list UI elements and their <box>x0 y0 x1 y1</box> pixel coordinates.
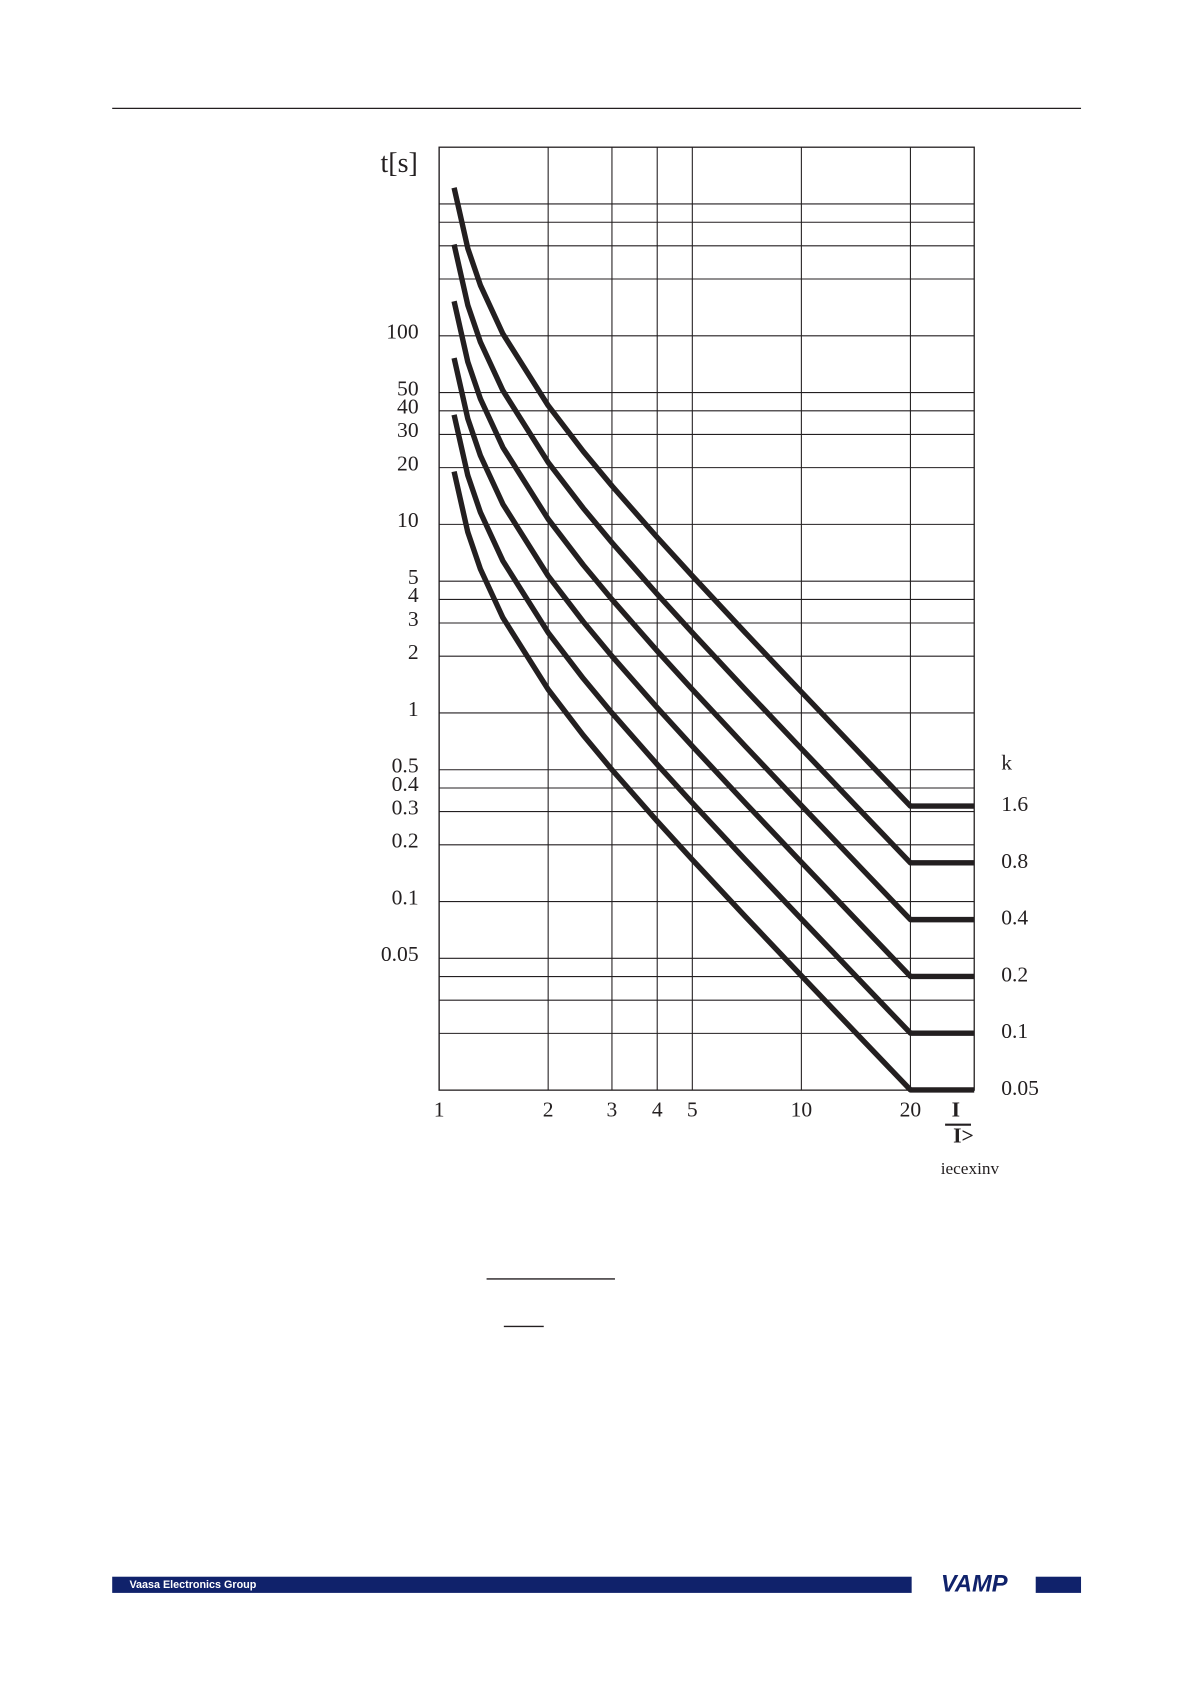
x-tick-label: 2 <box>543 1098 554 1122</box>
curve <box>451 357 975 980</box>
y-tick-label: 0.1 <box>392 885 419 909</box>
y-tick-label: 0.3 <box>392 795 419 819</box>
x-tick-label: 3 <box>607 1098 618 1122</box>
plot-frame <box>438 146 975 1091</box>
figure-label: iecexinv <box>941 1159 1000 1178</box>
y-axis-label: t[s] <box>380 148 417 179</box>
x-tick-label: 10 <box>791 1098 813 1122</box>
footer-bar <box>112 1576 912 1593</box>
y-tick-label: 0.4 <box>392 772 419 796</box>
x-axis-label-numerator: I <box>952 1098 960 1122</box>
y-tick-label: 40 <box>397 395 419 419</box>
y-tick-label: 50 <box>397 376 419 400</box>
legend-label: 0.8 <box>1001 849 1028 873</box>
x-tick-label: 5 <box>687 1098 698 1122</box>
x-tick-label: 1 <box>434 1098 445 1122</box>
legend-title: k <box>1001 750 1012 774</box>
curve <box>451 243 975 866</box>
y-tick-label: 5 <box>408 565 419 589</box>
legend-label: 0.4 <box>1001 906 1028 930</box>
y-tick-label: 3 <box>408 607 419 631</box>
footer-block <box>1035 1576 1082 1593</box>
legend-label: 0.05 <box>1001 1076 1039 1100</box>
y-tick-label: 1 <box>408 697 419 721</box>
curve <box>451 470 975 1093</box>
footer-logo: VAMP <box>941 1572 1008 1598</box>
curve <box>451 300 975 923</box>
y-tick-label: 4 <box>408 583 419 607</box>
x-tick-label: 4 <box>652 1098 663 1122</box>
curve <box>451 187 975 809</box>
legend-label: 0.2 <box>1001 962 1028 986</box>
y-tick-label: 0.2 <box>392 829 419 853</box>
x-axis-label-denominator: I> <box>953 1124 974 1148</box>
footer-company: Vaasa Electronics Group <box>129 1579 256 1591</box>
legend-label: 0.1 <box>1001 1019 1028 1043</box>
curve <box>451 414 975 1036</box>
y-tick-label: 20 <box>397 451 419 475</box>
y-tick-label: 0.05 <box>381 942 419 966</box>
y-tick-label: 0.5 <box>392 754 419 778</box>
y-tick-label: 10 <box>397 508 419 532</box>
y-tick-label: 2 <box>408 640 419 664</box>
legend-label: 1.6 <box>1001 792 1028 816</box>
x-tick-label: 20 <box>900 1098 922 1122</box>
y-tick-label: 100 <box>386 320 418 344</box>
y-tick-label: 30 <box>397 418 419 442</box>
